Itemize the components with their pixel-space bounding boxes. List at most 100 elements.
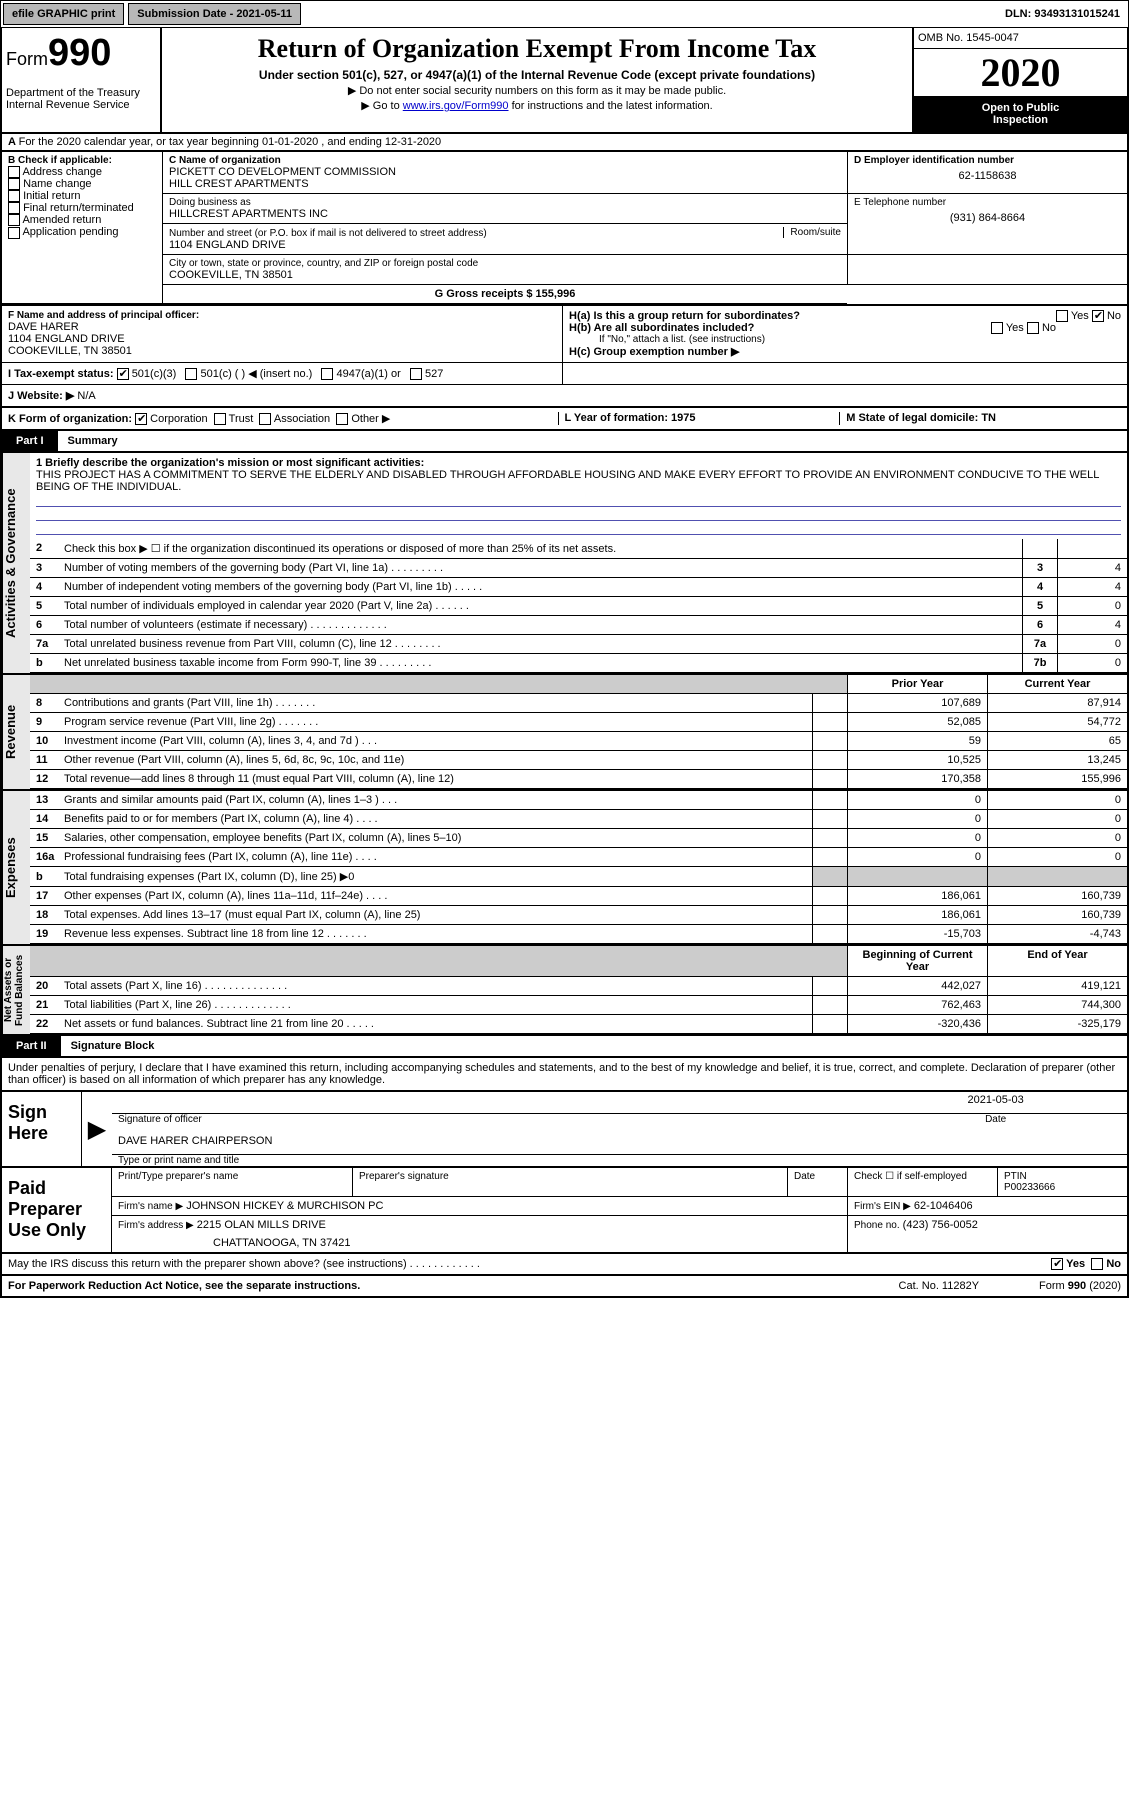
e-label: E Telephone number	[854, 197, 1121, 208]
f-label: F Name and address of principal officer:	[8, 310, 556, 321]
room-label: Room/suite	[783, 227, 841, 238]
note-ssn: Do not enter social security numbers on …	[168, 84, 906, 97]
website: N/A	[77, 390, 95, 402]
checkbox-4947[interactable]	[321, 368, 333, 380]
end-year-label: End of Year	[987, 946, 1127, 977]
summary-line: 3Number of voting members of the governi…	[30, 559, 1127, 578]
part2-title: Signature Block	[61, 1036, 165, 1056]
hb-note: If "No," attach a list. (see instruction…	[599, 334, 1121, 345]
checkbox-501c3[interactable]	[117, 368, 129, 380]
vlabel-governance: Activities & Governance	[2, 453, 30, 673]
org-name: PICKETT CO DEVELOPMENT COMMISSION HILL C…	[169, 166, 841, 190]
self-employed-check[interactable]: Check ☐ if self-employed	[847, 1168, 997, 1196]
summary-line: 7aTotal unrelated business revenue from …	[30, 635, 1127, 654]
money-row: bTotal fundraising expenses (Part IX, co…	[30, 867, 1127, 887]
beginning-year-label: Beginning of Current Year	[847, 946, 987, 977]
officer-info: DAVE HARER 1104 ENGLAND DRIVE COOKEVILLE…	[8, 321, 556, 357]
checkbox-final-return[interactable]	[8, 202, 20, 214]
discuss-row: May the IRS discuss this return with the…	[0, 1254, 1129, 1276]
phone: (931) 864-8664	[854, 212, 1121, 224]
checkbox-501c[interactable]	[185, 368, 197, 380]
checkbox-assoc[interactable]	[259, 413, 271, 425]
checkbox-hb-yes[interactable]	[991, 322, 1003, 334]
tax-year-range: A For the 2020 calendar year, or tax yea…	[0, 134, 1129, 152]
form-header: Form990 Department of the Treasury Inter…	[0, 28, 1129, 134]
prep-date-label: Date	[787, 1168, 847, 1196]
checkbox-corp[interactable]	[135, 413, 147, 425]
net-header: Beginning of Current Year End of Year	[30, 946, 1127, 977]
money-row: 13Grants and similar amounts paid (Part …	[30, 791, 1127, 810]
checkbox-initial-return[interactable]	[8, 190, 20, 202]
summary-line: 5Total number of individuals employed in…	[30, 597, 1127, 616]
submission-date-button[interactable]: Submission Date - 2021-05-11	[128, 3, 301, 25]
money-row: 10Investment income (Part VIII, column (…	[30, 732, 1127, 751]
checkbox-address-change[interactable]	[8, 166, 20, 178]
firm-addr1: 2215 OLAN MILLS DRIVE	[197, 1219, 326, 1231]
checkbox-other[interactable]	[336, 413, 348, 425]
firm-phone: (423) 756-0052	[903, 1219, 978, 1231]
sign-arrow-icon: ▶	[82, 1092, 112, 1166]
summary-line: 4Number of independent voting members of…	[30, 578, 1127, 597]
money-row: 9Program service revenue (Part VIII, lin…	[30, 713, 1127, 732]
checkbox-discuss-no[interactable]	[1091, 1258, 1103, 1270]
topbar: efile GRAPHIC print Submission Date - 20…	[0, 0, 1129, 28]
revenue-section: Revenue Prior Year Current Year 8Contrib…	[0, 675, 1129, 791]
checkbox-application-pending[interactable]	[8, 227, 20, 239]
summary-line: 6Total number of volunteers (estimate if…	[30, 616, 1127, 635]
footer-mid: Cat. No. 11282Y	[899, 1280, 980, 1292]
ptin: P00233666	[1004, 1182, 1121, 1193]
open-to-public: Open to Public Inspection	[914, 96, 1127, 132]
sign-date: 2021-05-03	[870, 1094, 1121, 1111]
checkbox-ha-yes[interactable]	[1056, 310, 1068, 322]
money-row: 20Total assets (Part X, line 16) . . . .…	[30, 977, 1127, 996]
l-year: L Year of formation: 1975	[558, 412, 840, 425]
money-header: Prior Year Current Year	[30, 675, 1127, 694]
checkbox-name-change[interactable]	[8, 178, 20, 190]
form-org-row: K Form of organization: Corporation Trus…	[0, 408, 1129, 431]
footer-left: For Paperwork Reduction Act Notice, see …	[8, 1280, 360, 1292]
activities-governance-section: Activities & Governance 1 Briefly descri…	[0, 453, 1129, 675]
sign-here-label: Sign Here	[2, 1092, 82, 1166]
org-block: B Check if applicable: Address change Na…	[0, 152, 1129, 306]
mission-label: 1 Briefly describe the organization's mi…	[36, 457, 1121, 469]
checkbox-trust[interactable]	[214, 413, 226, 425]
vlabel-net: Net Assets or Fund Balances	[2, 946, 30, 1034]
checkbox-ha-no[interactable]	[1092, 310, 1104, 322]
part1-header: Part I Summary	[0, 431, 1129, 453]
ein: 62-1158638	[854, 170, 1121, 182]
efile-button[interactable]: efile GRAPHIC print	[3, 3, 124, 25]
preparer-name-label: Print/Type preparer's name	[112, 1168, 352, 1196]
hb-label: H(b) Are all subordinates included?	[569, 322, 754, 334]
form-number: 990	[48, 32, 111, 74]
firm-ein: 62-1046406	[914, 1200, 973, 1212]
main-title: Return of Organization Exempt From Incom…	[168, 34, 906, 64]
net-assets-section: Net Assets or Fund Balances Beginning of…	[0, 946, 1129, 1036]
name-title-label: Type or print name and title	[112, 1155, 1127, 1166]
money-row: 8Contributions and grants (Part VIII, li…	[30, 694, 1127, 713]
city-label: City or town, state or province, country…	[169, 258, 841, 269]
penalty-statement: Under penalties of perjury, I declare th…	[0, 1058, 1129, 1092]
subtitle: Under section 501(c), 527, or 4947(a)(1)…	[168, 68, 906, 82]
checkbox-527[interactable]	[410, 368, 422, 380]
signature-label: Signature of officer	[118, 1114, 870, 1125]
checkbox-hb-no[interactable]	[1027, 322, 1039, 334]
checkbox-discuss-yes[interactable]	[1051, 1258, 1063, 1270]
gross-receipts: G Gross receipts $ 155,996	[162, 285, 847, 304]
part2-label: Part II	[2, 1036, 61, 1056]
paid-preparer-section: Paid Preparer Use Only Print/Type prepar…	[0, 1168, 1129, 1254]
i-label: I Tax-exempt status:	[8, 368, 114, 380]
instructions-link[interactable]: www.irs.gov/Form990	[403, 100, 509, 112]
money-row: 17Other expenses (Part IX, column (A), l…	[30, 887, 1127, 906]
dba-label: Doing business as	[169, 197, 841, 208]
footer-right: Form 990 (2020)	[1039, 1280, 1121, 1292]
prior-year-label: Prior Year	[847, 675, 987, 694]
money-row: 11Other revenue (Part VIII, column (A), …	[30, 751, 1127, 770]
ptin-label: PTIN	[1004, 1171, 1121, 1182]
expenses-section: Expenses 13Grants and similar amounts pa…	[0, 791, 1129, 946]
checkbox-amended-return[interactable]	[8, 214, 20, 226]
firm-name: JOHNSON HICKEY & MURCHISON PC	[186, 1200, 383, 1212]
firm-addr2: CHATTANOOGA, TN 37421	[213, 1237, 841, 1249]
date-label: Date	[870, 1114, 1121, 1125]
firm-ein-label: Firm's EIN ▶	[854, 1201, 911, 1212]
money-row: 21Total liabilities (Part X, line 26) . …	[30, 996, 1127, 1015]
